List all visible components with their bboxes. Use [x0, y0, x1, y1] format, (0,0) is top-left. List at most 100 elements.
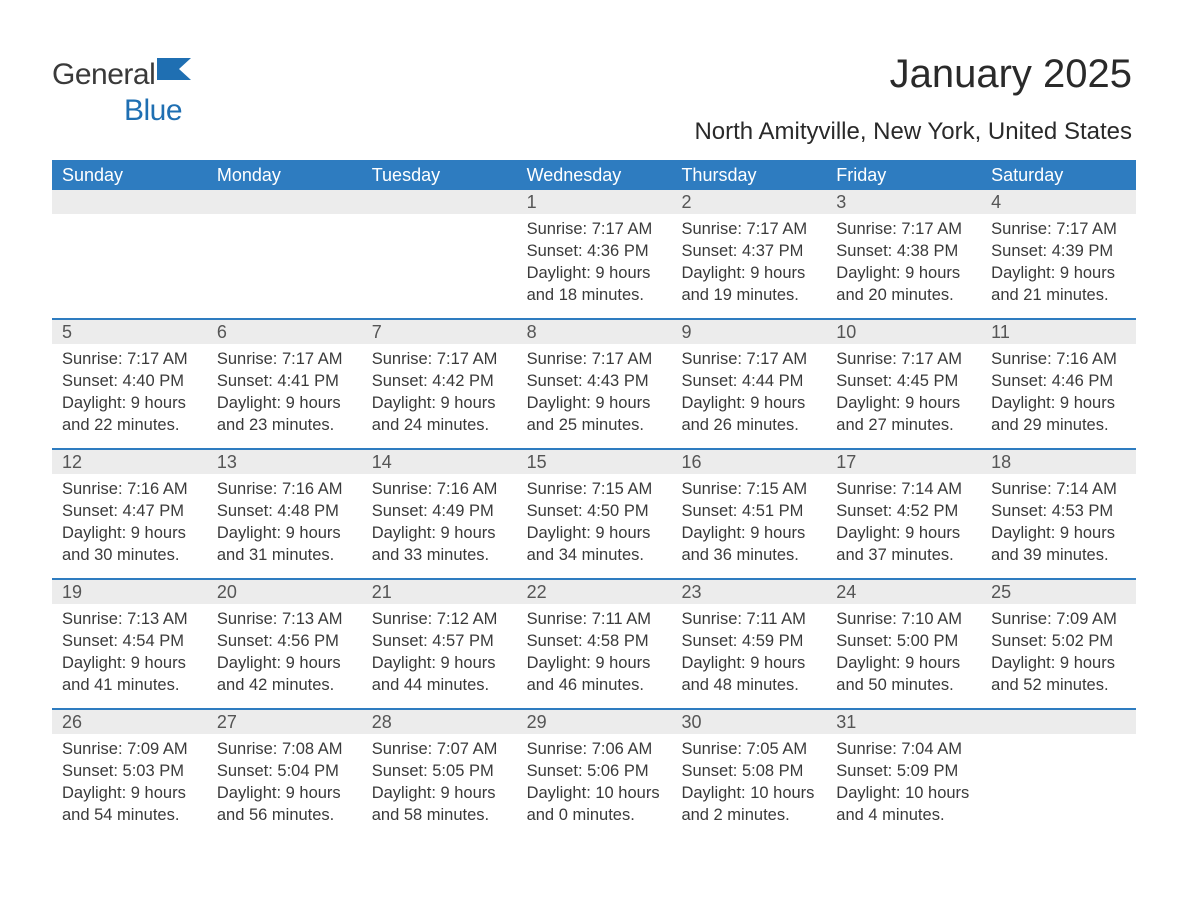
sunrise-line: Sunrise: 7:16 AM: [372, 478, 517, 500]
sunrise-line: Sunrise: 7:04 AM: [836, 738, 981, 760]
daylight-line: Daylight: 9 hours and 39 minutes.: [991, 522, 1136, 566]
daylight-line: Daylight: 9 hours and 37 minutes.: [836, 522, 981, 566]
day-body: Sunrise: 7:11 AMSunset: 4:58 PMDaylight:…: [517, 604, 672, 696]
day-number: 12: [52, 450, 207, 474]
sunset-line: Sunset: 5:02 PM: [991, 630, 1136, 652]
page-title: January 2025: [890, 52, 1132, 97]
sunset-line: Sunset: 4:57 PM: [372, 630, 517, 652]
day-body: Sunrise: 7:17 AMSunset: 4:45 PMDaylight:…: [826, 344, 981, 436]
day-cell: 2Sunrise: 7:17 AMSunset: 4:37 PMDaylight…: [671, 190, 826, 318]
day-number: 21: [362, 580, 517, 604]
sunset-line: Sunset: 4:41 PM: [217, 370, 362, 392]
logo-text-blue: Blue: [124, 94, 182, 127]
day-number: 5: [52, 320, 207, 344]
daylight-line: Daylight: 9 hours and 25 minutes.: [527, 392, 672, 436]
day-body: Sunrise: 7:14 AMSunset: 4:53 PMDaylight:…: [981, 474, 1136, 566]
daylight-line: Daylight: 9 hours and 24 minutes.: [372, 392, 517, 436]
sunrise-line: Sunrise: 7:11 AM: [681, 608, 826, 630]
day-cell: 16 Sunrise: 7:15 AMSunset: 4:51 PMDayligh…: [671, 450, 826, 578]
day-cell: 4Sunrise: 7:17 AMSunset: 4:39 PMDaylight…: [981, 190, 1136, 318]
sunset-line: Sunset: 5:06 PM: [527, 760, 672, 782]
dow-wednesday: Wednesday: [517, 165, 672, 186]
day-number: 14: [362, 450, 517, 474]
day-number: 3: [826, 190, 981, 214]
sunrise-line: Sunrise: 7:09 AM: [62, 738, 207, 760]
sunset-line: Sunset: 4:47 PM: [62, 500, 207, 522]
sunset-line: Sunset: 4:59 PM: [681, 630, 826, 652]
sunset-line: Sunset: 4:49 PM: [372, 500, 517, 522]
daylight-line: Daylight: 9 hours and 54 minutes.: [62, 782, 207, 826]
sunrise-line: Sunrise: 7:17 AM: [836, 348, 981, 370]
dow-monday: Monday: [207, 165, 362, 186]
daylight-line: Daylight: 9 hours and 31 minutes.: [217, 522, 362, 566]
day-number: 15: [517, 450, 672, 474]
daylight-line: Daylight: 9 hours and 18 minutes.: [527, 262, 672, 306]
sunset-line: Sunset: 4:38 PM: [836, 240, 981, 262]
sunrise-line: Sunrise: 7:17 AM: [527, 218, 672, 240]
sunrise-line: Sunrise: 7:17 AM: [836, 218, 981, 240]
daylight-line: Daylight: 9 hours and 52 minutes.: [991, 652, 1136, 696]
day-cell: 15Sunrise: 7:15 AMSunset: 4:50 PMDayligh…: [517, 450, 672, 578]
sunset-line: Sunset: 5:03 PM: [62, 760, 207, 782]
dow-header-row: Sunday Monday Tuesday Wednesday Thursday…: [52, 160, 1136, 190]
sunrise-line: Sunrise: 7:09 AM: [991, 608, 1136, 630]
sunset-line: Sunset: 4:54 PM: [62, 630, 207, 652]
sunrise-line: Sunrise: 7:06 AM: [527, 738, 672, 760]
day-cell: 18Sunrise: 7:14 AMSunset: 4:53 PMDayligh…: [981, 450, 1136, 578]
day-cell: 1Sunrise: 7:17 AMSunset: 4:36 PMDaylight…: [517, 190, 672, 318]
day-number: 1: [517, 190, 672, 214]
day-number: 27: [207, 710, 362, 734]
sunrise-line: Sunrise: 7:15 AM: [527, 478, 672, 500]
day-body: Sunrise: 7:17 AMSunset: 4:37 PMDaylight:…: [671, 214, 826, 306]
sunset-line: Sunset: 5:08 PM: [681, 760, 826, 782]
flag-icon: [157, 58, 191, 80]
day-cell: 28Sunrise: 7:07 AMSunset: 5:05 PMDayligh…: [362, 710, 517, 838]
daylight-line: Daylight: 9 hours and 42 minutes.: [217, 652, 362, 696]
day-body: Sunrise: 7:07 AMSunset: 5:05 PMDaylight:…: [362, 734, 517, 826]
sunset-line: Sunset: 4:58 PM: [527, 630, 672, 652]
sunrise-line: Sunrise: 7:15 AM: [681, 478, 826, 500]
week-row: 19Sunrise: 7:13 AMSunset: 4:54 PMDayligh…: [52, 578, 1136, 708]
day-number: 2: [671, 190, 826, 214]
day-cell: 9Sunrise: 7:17 AMSunset: 4:44 PMDaylight…: [671, 320, 826, 448]
day-number: 31: [826, 710, 981, 734]
sunrise-line: Sunrise: 7:14 AM: [991, 478, 1136, 500]
daylight-line: Daylight: 9 hours and 21 minutes.: [991, 262, 1136, 306]
sunset-line: Sunset: 4:44 PM: [681, 370, 826, 392]
day-number: 29: [517, 710, 672, 734]
day-body: Sunrise: 7:11 AMSunset: 4:59 PMDaylight:…: [671, 604, 826, 696]
daylight-line: Daylight: 9 hours and 20 minutes.: [836, 262, 981, 306]
day-body: Sunrise: 7:13 AMSunset: 4:54 PMDaylight:…: [52, 604, 207, 696]
dow-thursday: Thursday: [671, 165, 826, 186]
daylight-line: Daylight: 9 hours and 50 minutes.: [836, 652, 981, 696]
day-body: Sunrise: 7:13 AMSunset: 4:56 PMDaylight:…: [207, 604, 362, 696]
day-number: [52, 190, 207, 214]
sunset-line: Sunset: 5:04 PM: [217, 760, 362, 782]
day-number: 10: [826, 320, 981, 344]
dow-saturday: Saturday: [981, 165, 1136, 186]
sunrise-line: Sunrise: 7:17 AM: [62, 348, 207, 370]
day-body: Sunrise: 7:12 AMSunset: 4:57 PMDaylight:…: [362, 604, 517, 696]
daylight-line: Daylight: 9 hours and 44 minutes.: [372, 652, 517, 696]
day-cell: 21Sunrise: 7:12 AMSunset: 4:57 PMDayligh…: [362, 580, 517, 708]
day-body: Sunrise: 7:16 AMSunset: 4:47 PMDaylight:…: [52, 474, 207, 566]
daylight-line: Daylight: 9 hours and 56 minutes.: [217, 782, 362, 826]
sunset-line: Sunset: 4:42 PM: [372, 370, 517, 392]
day-body: Sunrise: 7:14 AMSunset: 4:52 PMDaylight:…: [826, 474, 981, 566]
daylight-line: Daylight: 9 hours and 36 minutes.: [681, 522, 826, 566]
day-body: Sunrise: 7:15 AMSunset: 4:50 PMDaylight:…: [517, 474, 672, 566]
daylight-line: Daylight: 10 hours and 4 minutes.: [836, 782, 981, 826]
sunset-line: Sunset: 4:46 PM: [991, 370, 1136, 392]
sunrise-line: Sunrise: 7:17 AM: [991, 218, 1136, 240]
day-cell: 14Sunrise: 7:16 AMSunset: 4:49 PMDayligh…: [362, 450, 517, 578]
sunset-line: Sunset: 4:51 PM: [681, 500, 826, 522]
week-row: 1Sunrise: 7:17 AMSunset: 4:36 PMDaylight…: [52, 190, 1136, 318]
day-number: [207, 190, 362, 214]
day-body: Sunrise: 7:04 AMSunset: 5:09 PMDaylight:…: [826, 734, 981, 826]
day-number: 16: [671, 450, 826, 474]
day-cell: 19Sunrise: 7:13 AMSunset: 4:54 PMDayligh…: [52, 580, 207, 708]
daylight-line: Daylight: 9 hours and 30 minutes.: [62, 522, 207, 566]
day-number: 17: [826, 450, 981, 474]
sunrise-line: Sunrise: 7:16 AM: [991, 348, 1136, 370]
day-cell: [207, 190, 362, 318]
